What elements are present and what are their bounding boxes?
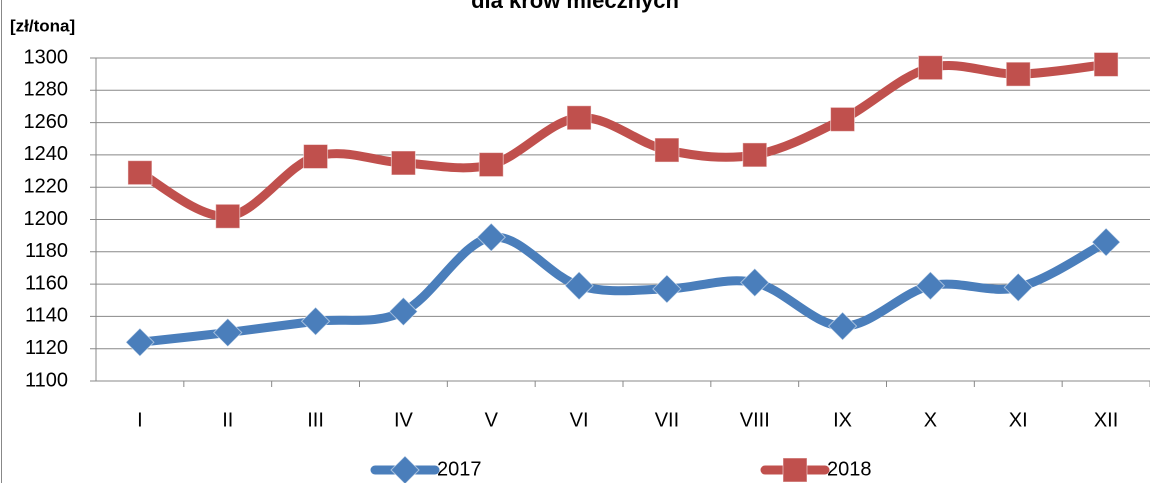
data-point xyxy=(213,317,243,348)
data-point xyxy=(915,271,946,301)
data-point xyxy=(303,144,329,170)
x-tick-label: III xyxy=(307,409,324,431)
legend-marker xyxy=(782,457,808,483)
x-tick-label: X xyxy=(924,409,937,431)
data-point xyxy=(564,271,594,301)
x-tick-label: I xyxy=(137,409,143,431)
y-tick-label: 1200 xyxy=(24,208,69,230)
series-line xyxy=(135,59,1111,221)
data-point xyxy=(300,306,331,336)
x-tick-label: VI xyxy=(570,409,589,431)
x-tick-label: XI xyxy=(1009,409,1028,431)
y-tick-label: 1280 xyxy=(24,79,69,101)
data-point xyxy=(478,152,504,178)
data-point xyxy=(830,106,856,132)
data-point xyxy=(1005,61,1031,87)
y-axis-label: [zł/tona] xyxy=(10,16,75,35)
x-tick-label: II xyxy=(222,409,233,431)
data-point xyxy=(125,327,155,357)
y-tick-label: 1160 xyxy=(25,272,68,294)
data-point xyxy=(127,160,153,186)
y-tick-label: 1180 xyxy=(25,240,68,262)
data-point xyxy=(1093,51,1119,77)
y-tick-label: 1140 xyxy=(25,305,68,327)
data-point xyxy=(566,105,592,131)
legend-label: 2018 xyxy=(827,458,872,480)
data-point xyxy=(740,267,770,298)
y-tick-label: 1120 xyxy=(25,337,68,359)
y-tick-label: 1300 xyxy=(24,46,69,68)
y-tick-label: 1100 xyxy=(25,369,68,391)
data-point xyxy=(827,311,858,341)
data-point xyxy=(742,142,768,168)
data-point xyxy=(1003,272,1033,303)
legend-marker xyxy=(390,455,420,483)
x-tick-label: IX xyxy=(833,409,852,431)
data-point xyxy=(917,55,943,81)
y-tick-label: 1240 xyxy=(24,143,69,165)
data-point xyxy=(652,274,682,304)
data-point xyxy=(390,150,416,176)
y-tick-label: 1260 xyxy=(24,111,69,133)
series-line xyxy=(135,232,1111,347)
x-tick-label: V xyxy=(485,409,499,431)
x-tick-label: VII xyxy=(655,409,679,431)
data-point xyxy=(654,137,680,163)
x-tick-label: VIII xyxy=(740,409,770,431)
x-tick-label: XII xyxy=(1094,409,1118,431)
data-point xyxy=(388,296,419,327)
legend-label: 2017 xyxy=(437,458,482,480)
data-point xyxy=(1091,227,1121,257)
y-tick-label: 1220 xyxy=(24,175,69,197)
data-point xyxy=(476,222,506,252)
chart-title: dla krów mlecznych xyxy=(471,0,679,13)
data-point xyxy=(215,203,241,229)
x-tick-label: IV xyxy=(394,409,414,431)
